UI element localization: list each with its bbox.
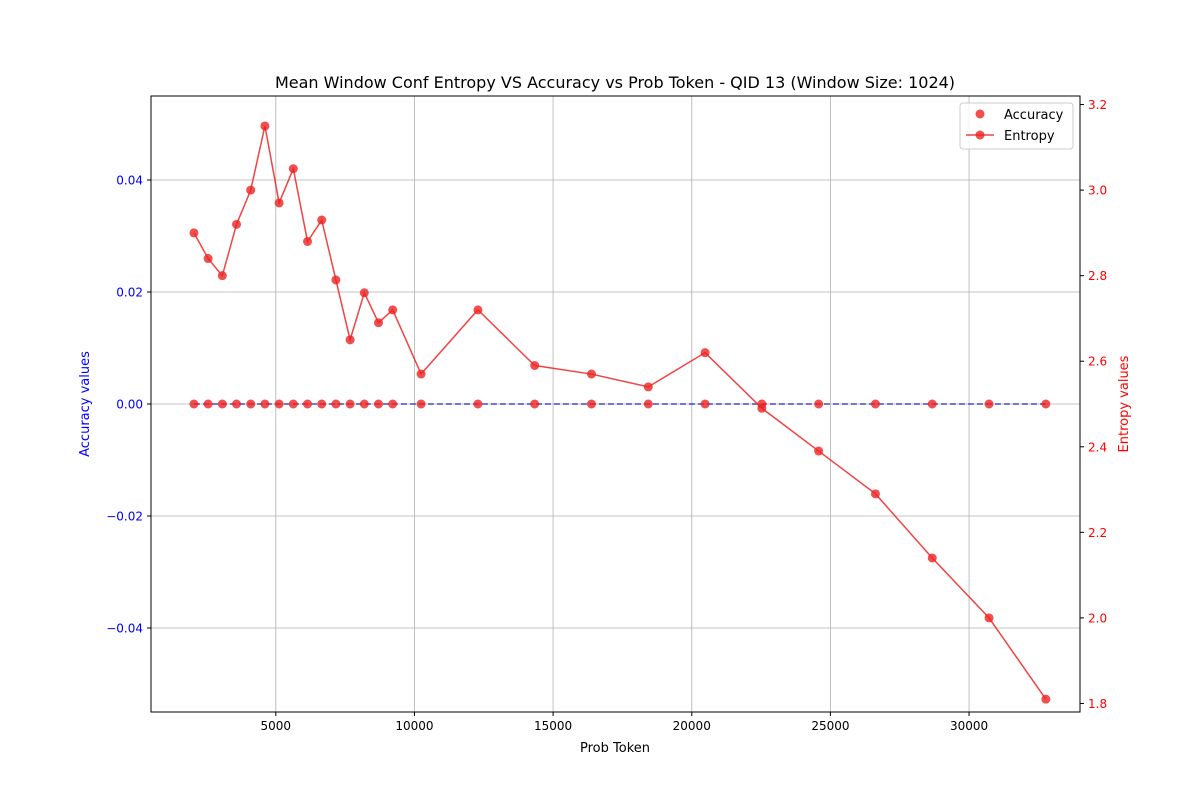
- accuracy-point: [586, 399, 596, 409]
- left-axis-label: Accuracy values: [78, 351, 93, 457]
- accuracy-series: [189, 399, 1051, 409]
- accuracy-point: [374, 399, 384, 409]
- entropy-point: [388, 305, 398, 315]
- accuracy-point: [288, 399, 298, 409]
- x-tick-label: 15000: [534, 719, 572, 733]
- entropy-point: [374, 318, 384, 328]
- entropy-point: [700, 348, 710, 358]
- accuracy-point: [984, 399, 994, 409]
- accuracy-point: [870, 399, 880, 409]
- right-axis-ticks: 1.8 2.0 2.2 2.4 2.6 2.8 3.0 3.2: [1080, 98, 1107, 711]
- left-axis-ticks: −0.04 −0.02 0.00 0.02 0.04: [106, 174, 151, 636]
- entropy-point: [359, 288, 369, 298]
- x-axis-ticks: 5000 10000 15000 20000 25000 30000: [261, 712, 988, 733]
- left-tick-label: −0.02: [106, 510, 143, 524]
- accuracy-point: [317, 399, 327, 409]
- accuracy-point: [388, 399, 398, 409]
- entropy-point: [927, 553, 937, 563]
- left-tick-label: −0.04: [106, 622, 143, 636]
- accuracy-point: [189, 399, 199, 409]
- accuracy-point: [345, 399, 355, 409]
- x-tick-label: 20000: [673, 719, 711, 733]
- chart-title: Mean Window Conf Entropy VS Accuracy vs …: [275, 73, 955, 92]
- entropy-point: [530, 361, 540, 370]
- x-tick-label: 30000: [950, 719, 988, 733]
- entropy-point: [814, 446, 824, 456]
- entropy-point: [984, 613, 994, 623]
- accuracy-point: [260, 399, 270, 409]
- entropy-point: [203, 254, 213, 264]
- entropy-point: [232, 219, 242, 229]
- entropy-point: [260, 121, 270, 131]
- accuracy-point: [232, 399, 242, 409]
- entropy-point: [317, 215, 327, 225]
- right-tick-label: 2.8: [1088, 269, 1107, 283]
- left-tick-label: 0.04: [116, 174, 143, 188]
- accuracy-point: [757, 399, 767, 409]
- entropy-series: [189, 121, 1051, 704]
- entropy-point: [345, 335, 355, 345]
- entropy-point: [643, 382, 653, 392]
- accuracy-point: [473, 399, 483, 409]
- x-axis-label: Prob Token: [580, 741, 650, 756]
- legend-entropy-label: Entropy: [1004, 129, 1055, 144]
- x-tick-label: 5000: [261, 719, 292, 733]
- entropy-point: [189, 228, 199, 238]
- accuracy-point: [217, 399, 227, 409]
- entropy-point: [217, 271, 227, 281]
- accuracy-point: [246, 399, 256, 409]
- accuracy-point: [274, 399, 284, 409]
- legend-accuracy-label: Accuracy: [1004, 108, 1064, 123]
- right-tick-label: 2.2: [1088, 526, 1107, 540]
- entropy-point: [586, 369, 596, 379]
- accuracy-point: [700, 399, 710, 409]
- accuracy-point: [1041, 399, 1051, 409]
- right-tick-label: 2.4: [1088, 440, 1107, 454]
- left-tick-label: 0.00: [116, 398, 143, 412]
- right-tick-label: 3.2: [1088, 98, 1107, 112]
- entropy-point: [1041, 694, 1051, 704]
- accuracy-point: [530, 399, 540, 409]
- accuracy-point: [203, 399, 213, 409]
- entropy-line: [193, 125, 1047, 700]
- entropy-point: [331, 275, 341, 285]
- legend-entropy-marker: [975, 130, 985, 140]
- accuracy-point: [303, 399, 313, 409]
- entropy-point: [473, 305, 483, 315]
- legend-accuracy-marker: [975, 109, 985, 119]
- legend-box: [959, 102, 1074, 150]
- accuracy-point: [331, 399, 341, 409]
- accuracy-point: [643, 399, 653, 409]
- entropy-point: [303, 236, 313, 246]
- x-tick-label: 10000: [395, 719, 433, 733]
- entropy-point: [246, 185, 256, 195]
- entropy-point: [416, 369, 426, 379]
- right-tick-label: 3.0: [1088, 184, 1107, 198]
- accuracy-point: [927, 399, 937, 409]
- right-tick-label: 2.6: [1088, 355, 1107, 369]
- right-tick-label: 2.0: [1088, 611, 1107, 625]
- right-tick-label: 1.8: [1088, 697, 1107, 711]
- entropy-point: [870, 489, 880, 499]
- right-axis-label: Entropy values: [1117, 355, 1132, 452]
- x-tick-label: 25000: [811, 719, 849, 733]
- entropy-point: [274, 198, 284, 208]
- accuracy-point: [359, 399, 369, 409]
- legend: Accuracy Entropy: [959, 102, 1074, 150]
- accuracy-point: [814, 399, 824, 409]
- entropy-point: [288, 164, 298, 174]
- left-tick-label: 0.02: [116, 286, 143, 300]
- accuracy-point: [416, 399, 426, 409]
